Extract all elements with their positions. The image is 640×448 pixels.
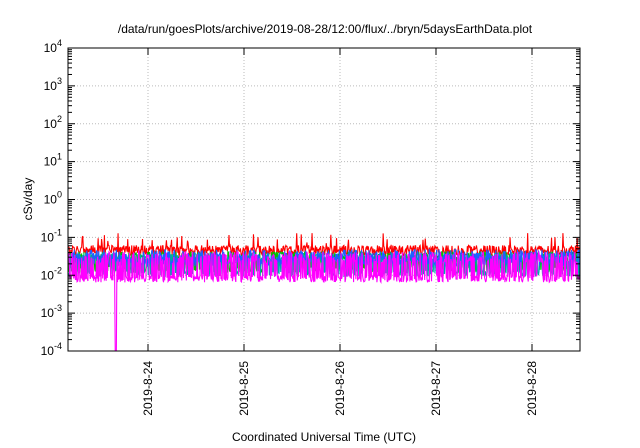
x-axis-label: Coordinated Universal Time (UTC): [232, 430, 416, 444]
axis-ticks: 10-4 10-3 10-2 10-1 100 101 102 103 104 2019-8-24…: [41, 38, 580, 416]
series-group: [67, 233, 581, 352]
series-line: [67, 249, 581, 352]
y-tick-label: 10-3: [41, 303, 62, 320]
y-tick-label: 101: [44, 152, 62, 169]
y-tick-label: 10-2: [41, 265, 62, 282]
x-tick-label: 2019-8-28: [525, 361, 539, 416]
y-axis-label-group: cSv/day: [21, 178, 35, 221]
y-tick-label: 10-1: [41, 227, 62, 244]
y-axis-label: cSv/day: [21, 178, 35, 221]
x-tick-label: 2019-8-27: [429, 361, 443, 416]
x-tick-label: 2019-8-24: [141, 361, 155, 416]
y-tick-label: 103: [44, 76, 62, 93]
y-tick-label: 102: [44, 114, 62, 131]
y-tick-label: 10-4: [41, 341, 62, 358]
x-tick-label: 2019-8-25: [237, 361, 251, 416]
y-tick-label: 100: [44, 190, 62, 207]
chart-title: /data/run/goesPlots/archive/2019-08-28/1…: [118, 22, 533, 36]
x-tick-label: 2019-8-26: [333, 361, 347, 416]
grid: [68, 48, 580, 351]
y-tick-label: 104: [44, 38, 62, 55]
